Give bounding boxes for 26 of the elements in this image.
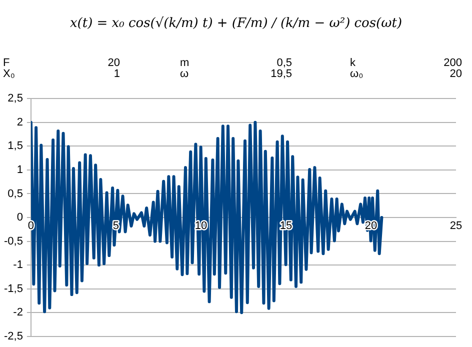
text: k (350, 57, 356, 69)
y-tick-label: 0,5 (8, 188, 23, 200)
y-tick-label: -0,5 (4, 235, 23, 248)
y-tick-label: 1 (16, 164, 23, 176)
text: 19,5 (270, 68, 292, 80)
y-tick-label: 2 (16, 116, 23, 128)
y-tick-label: -2 (13, 306, 23, 319)
text: X₀ (3, 68, 15, 80)
text: ω (180, 68, 189, 80)
x-tick-label: 0 (28, 220, 34, 232)
y-tick-label: 2,5 (8, 92, 23, 105)
y-tick-label: -1,5 (4, 282, 23, 295)
text: 20 (108, 57, 120, 69)
y-tick-label: 0 (16, 212, 23, 224)
x-tick-label: 25 (450, 220, 462, 232)
y-tick-label: -2,5 (4, 330, 23, 342)
text: ω₀ (350, 68, 364, 80)
text: 1 (114, 68, 120, 80)
text: F (3, 57, 10, 69)
text: m (180, 57, 190, 69)
chart-title: x(t) = x₀ cos(√(k/m) t) + (F/m) / (k/m − ω²) cos(ωt) (68, 16, 404, 31)
text: 0,5 (276, 57, 292, 69)
text: 20 (450, 68, 462, 80)
y-tick-label: -1 (13, 259, 23, 272)
y-tick-label: 1,5 (8, 140, 23, 152)
text: 200 (444, 57, 462, 69)
